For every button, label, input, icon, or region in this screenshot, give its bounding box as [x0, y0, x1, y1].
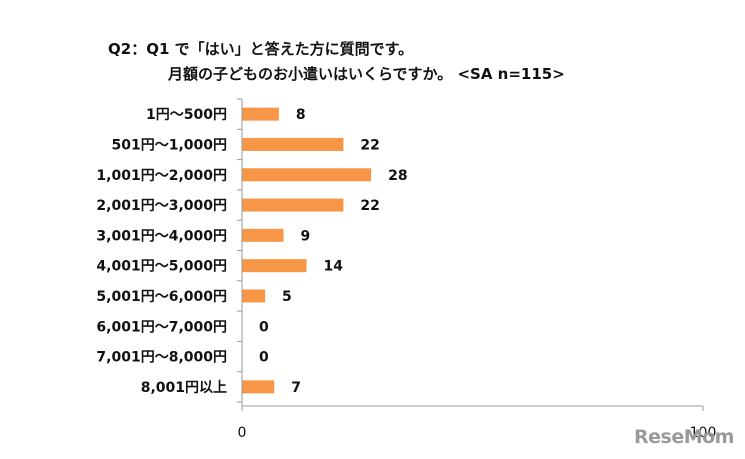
category-label: 501円～1,000円 — [111, 137, 227, 153]
value-label: 0 — [259, 350, 269, 366]
category-label: 1円～500円 — [146, 107, 227, 123]
value-label: 9 — [300, 228, 310, 244]
category-label: 4,001円～5,000円 — [96, 259, 227, 275]
category-label: 6,001円～7,000円 — [96, 319, 227, 335]
category-label: 8,001円以上 — [141, 380, 227, 396]
bar — [242, 168, 372, 182]
bar — [242, 259, 307, 273]
resemom-watermark-logo: ReseMom — [634, 426, 734, 448]
value-label: 5 — [282, 289, 292, 305]
axis-group: 0 100 — [237, 98, 717, 441]
category-label: 5,001円～6,000円 — [96, 289, 227, 305]
category-labels-group: 1円～500円 501円～1,000円 1,001円～2,000円 2,001円～3,… — [96, 107, 227, 396]
chart-title-line-2: 月額の子どものお小遣いはいくらですか。 <SA n=115> — [168, 65, 565, 83]
value-label: 14 — [324, 259, 344, 275]
bar — [242, 198, 344, 212]
bar — [242, 137, 344, 151]
value-label: 28 — [388, 168, 407, 184]
x-tick-label: 0 — [238, 425, 247, 441]
category-label: 7,001円～8,000円 — [96, 350, 227, 366]
category-label: 1,001円～2,000円 — [96, 168, 227, 184]
value-label: 22 — [360, 137, 379, 153]
bar — [242, 289, 266, 303]
value-label: 0 — [259, 319, 269, 335]
value-label: 8 — [296, 107, 306, 123]
bars-group — [242, 107, 372, 394]
category-label: 3,001円～4,000円 — [96, 228, 227, 244]
value-label: 7 — [291, 380, 301, 396]
bar — [242, 380, 275, 394]
chart-title-line-1: Q2：Q1 で「はい」と答えた方に質問です。 — [108, 40, 414, 58]
value-label: 22 — [360, 198, 379, 214]
bar — [242, 228, 284, 242]
x-tick-label: 100 — [690, 425, 717, 441]
category-label: 2,001円～3,000円 — [96, 198, 227, 214]
bar — [242, 107, 279, 121]
